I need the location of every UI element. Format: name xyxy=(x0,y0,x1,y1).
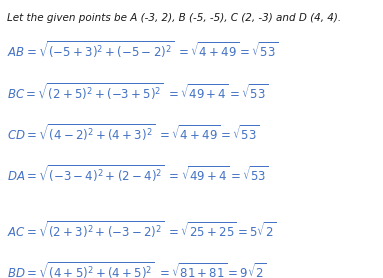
Text: Let the given points be A (-3, 2), B (-5, -5), C (2, -3) and D (4, 4).: Let the given points be A (-3, 2), B (-5… xyxy=(7,13,341,23)
Text: $AC = \sqrt{(2+3)^2+(-3-2)^2} \ = \sqrt{25+25} = 5\sqrt{2}$: $AC = \sqrt{(2+3)^2+(-3-2)^2} \ = \sqrt{… xyxy=(7,220,276,241)
Text: $DA = \sqrt{(-3-4)^2+(2-4)^2} \ = \sqrt{49+4} = \sqrt{53}$: $DA = \sqrt{(-3-4)^2+(2-4)^2} \ = \sqrt{… xyxy=(7,164,269,185)
Text: $CD = \sqrt{(4-2)^2+(4+3)^2} \ = \sqrt{4+49} = \sqrt{53}$: $CD = \sqrt{(4-2)^2+(4+3)^2} \ = \sqrt{4… xyxy=(7,123,259,144)
Text: $BD = \sqrt{(4+5)^2+(4+5)^2} \ = \sqrt{81+81} = 9\sqrt{2}$: $BD = \sqrt{(4+5)^2+(4+5)^2} \ = \sqrt{8… xyxy=(7,261,267,278)
Text: $AB = \sqrt{(-5+3)^2+(-5-2)^2} \ = \sqrt{4+49} = \sqrt{53}$: $AB = \sqrt{(-5+3)^2+(-5-2)^2} \ = \sqrt… xyxy=(7,40,278,61)
Text: $BC = \sqrt{(2+5)^2+(-3+5)^2} \ = \sqrt{49+4} = \sqrt{53}$: $BC = \sqrt{(2+5)^2+(-3+5)^2} \ = \sqrt{… xyxy=(7,81,268,103)
